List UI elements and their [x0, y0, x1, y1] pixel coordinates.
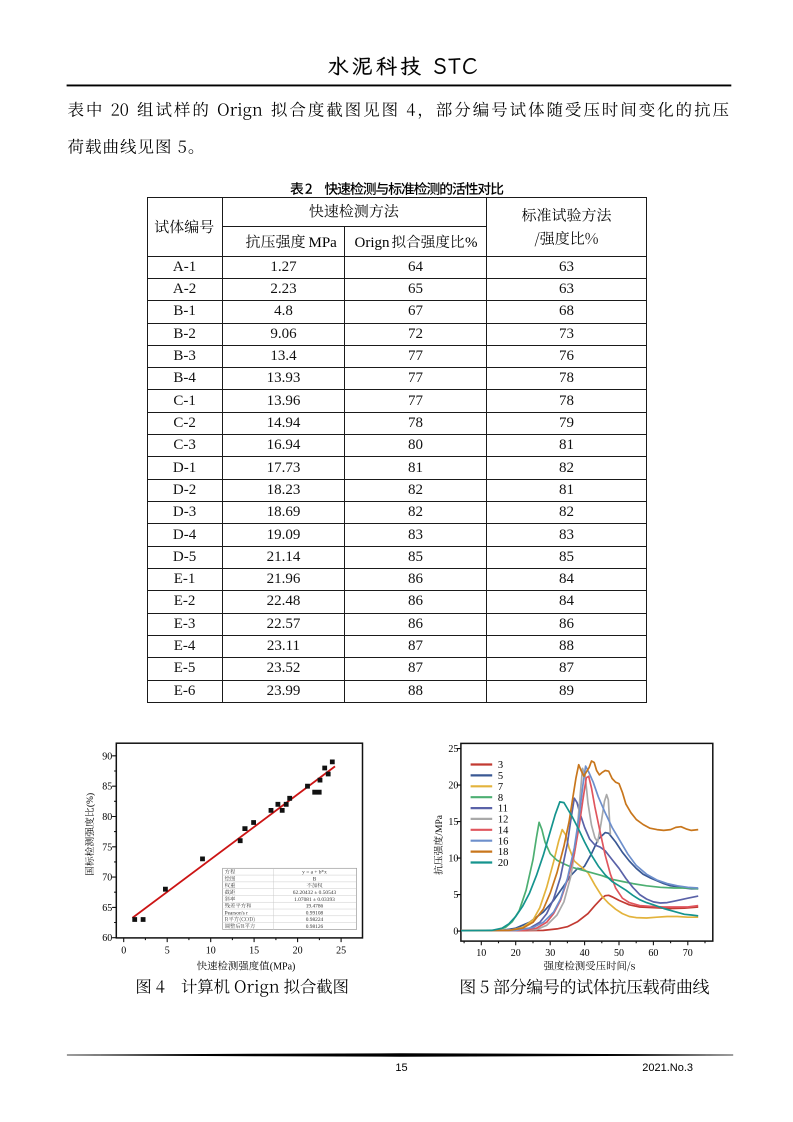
- svg-text:11: 11: [498, 804, 508, 815]
- svg-text:0.98126: 0.98126: [306, 924, 324, 930]
- svg-text:50: 50: [614, 948, 624, 959]
- svg-text:20: 20: [293, 945, 303, 956]
- svg-text:15: 15: [448, 817, 458, 828]
- svg-text:B: B: [313, 876, 317, 882]
- svg-text:62.20432 ± 0.50543: 62.20432 ± 0.50543: [293, 890, 337, 896]
- svg-text:3: 3: [498, 760, 503, 771]
- svg-text:7: 7: [498, 782, 503, 793]
- svg-text:70: 70: [683, 948, 693, 959]
- svg-text:15: 15: [395, 1062, 407, 1074]
- svg-text:14: 14: [498, 825, 509, 836]
- svg-text:16: 16: [498, 836, 509, 847]
- svg-text:40: 40: [580, 948, 590, 959]
- svg-text:5: 5: [165, 945, 170, 956]
- svg-text:15: 15: [249, 945, 259, 956]
- svg-text:70: 70: [102, 873, 112, 884]
- svg-text:25: 25: [448, 744, 458, 755]
- svg-text:(MPa): (MPa): [270, 962, 296, 973]
- svg-text:20: 20: [498, 858, 509, 869]
- svg-text:25: 25: [336, 945, 346, 956]
- svg-text:85: 85: [102, 782, 112, 793]
- svg-text:0: 0: [121, 945, 126, 956]
- svg-text:0.98224: 0.98224: [306, 917, 324, 923]
- svg-text:18: 18: [498, 847, 509, 858]
- svg-text:y = a + b*x: y = a + b*x: [302, 870, 327, 876]
- svg-text:30: 30: [545, 948, 555, 959]
- svg-text:20: 20: [511, 948, 521, 959]
- svg-text:8: 8: [498, 793, 503, 804]
- svg-text:19.4786: 19.4786: [306, 904, 324, 910]
- svg-text:20: 20: [448, 781, 458, 792]
- svg-text:0.99108: 0.99108: [306, 910, 324, 916]
- svg-text:Orign: Orign: [355, 235, 390, 251]
- svg-text:5: 5: [498, 771, 503, 782]
- svg-text:5: 5: [453, 890, 458, 901]
- svg-text:MPa: MPa: [309, 235, 338, 251]
- svg-text:60: 60: [648, 948, 658, 959]
- svg-text:10: 10: [476, 948, 486, 959]
- svg-text:90: 90: [102, 751, 112, 762]
- svg-text:0: 0: [453, 927, 458, 938]
- svg-text:10: 10: [206, 945, 216, 956]
- svg-text:%: %: [465, 235, 478, 251]
- svg-text:2021.No.3: 2021.No.3: [642, 1062, 693, 1074]
- svg-text:65: 65: [102, 903, 112, 914]
- svg-text:/MPa: /MPa: [435, 814, 445, 835]
- svg-text:Pearson's r: Pearson's r: [225, 910, 248, 916]
- svg-text:1.07081 ± 0.03393: 1.07081 ± 0.03393: [294, 897, 335, 903]
- svg-text:(%): (%): [85, 793, 96, 807]
- svg-text:75: 75: [102, 842, 112, 853]
- svg-text:60: 60: [102, 933, 112, 944]
- svg-text:12: 12: [498, 815, 509, 826]
- svg-text:80: 80: [102, 812, 112, 823]
- svg-text:10: 10: [448, 854, 458, 865]
